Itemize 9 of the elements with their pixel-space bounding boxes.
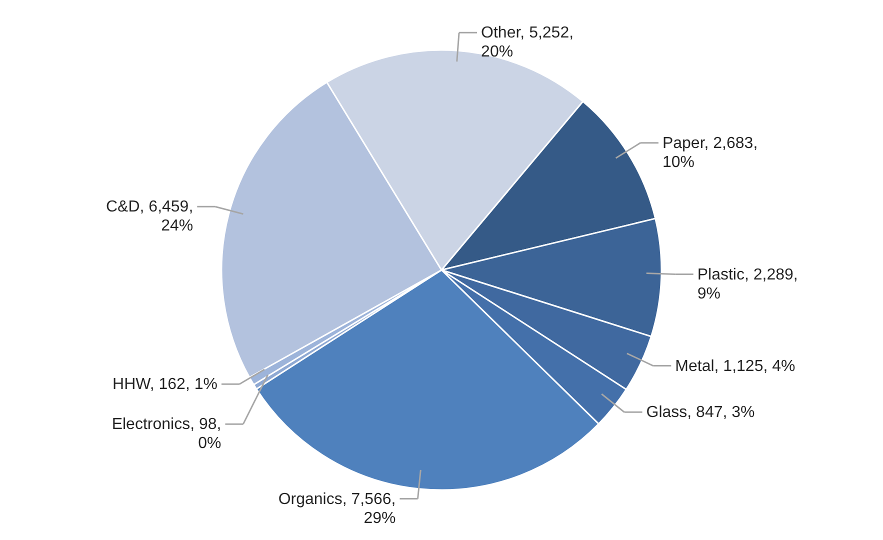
slice-label: Metal, 1,125, 4% — [675, 358, 796, 375]
slice-label: HHW, 162, 1% — [112, 376, 218, 394]
slice-label: C&D, 6,459, 24% — [106, 198, 194, 235]
slice-label: Glass, 847, 3% — [646, 404, 755, 422]
slice-label: Other, 5,252, 20% — [481, 24, 574, 61]
slice-label: Plastic, 2,289, 9% — [697, 266, 798, 302]
slice-label: Organics, 7,566, 29% — [278, 490, 396, 527]
slice-label: Electronics, 98, 0% — [112, 416, 222, 452]
slice-label: Paper, 2,683, 10% — [662, 134, 758, 171]
